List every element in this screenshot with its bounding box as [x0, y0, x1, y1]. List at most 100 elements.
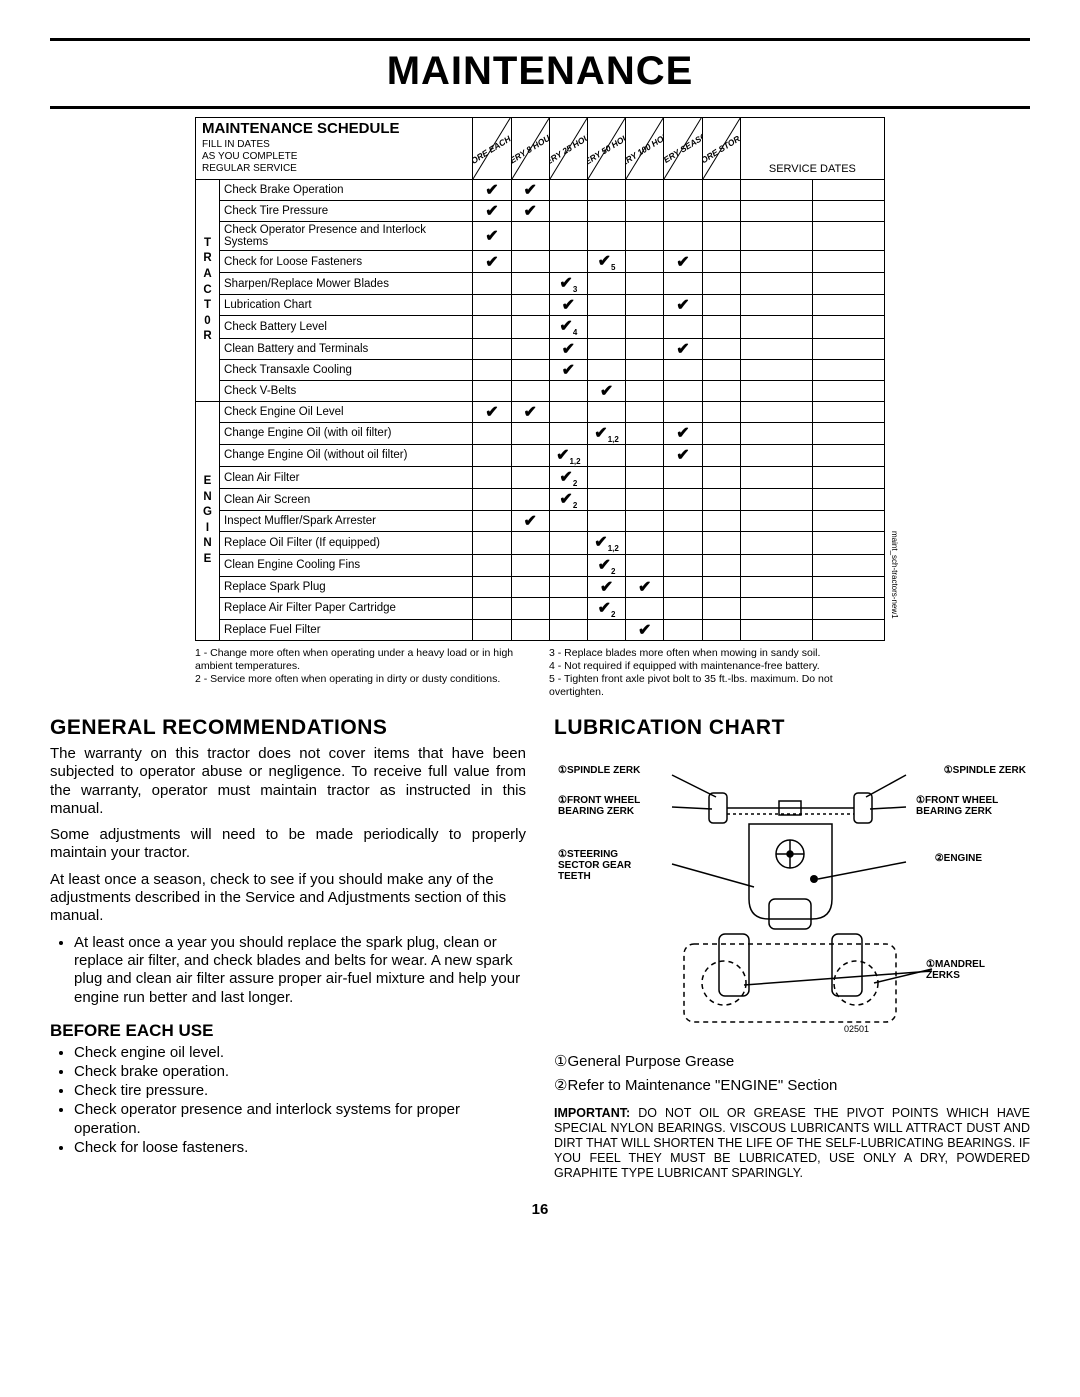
check-cell: ✔: [511, 401, 549, 422]
check-cell: [549, 222, 587, 251]
check-cell: ✔3: [549, 273, 587, 295]
task-cell: Check Transaxle Cooling: [220, 359, 473, 380]
service-date-cell: [812, 380, 884, 401]
col-8h: EVERY 8 HOURS: [511, 118, 549, 180]
service-date-cell: [740, 532, 812, 554]
check-cell: [702, 489, 740, 511]
check-cell: [473, 489, 511, 511]
check-cell: [664, 576, 702, 597]
label-spindle-right: ①SPINDLE ZERK: [944, 765, 1026, 776]
schedule-table: MAINTENANCE SCHEDULE FILL IN DATES AS YO…: [195, 117, 885, 641]
check-cell: [511, 295, 549, 316]
check-cell: [473, 380, 511, 401]
adjustments-paragraph: Some adjustments will need to be made pe…: [50, 826, 526, 863]
check-cell: [664, 401, 702, 422]
service-date-cell: [812, 401, 884, 422]
check-cell: [473, 444, 511, 466]
check-cell: [702, 597, 740, 619]
check-cell: [702, 554, 740, 576]
col-50h: EVERY 50 HOURS: [587, 118, 625, 180]
task-cell: Check Engine Oil Level: [220, 401, 473, 422]
service-date-cell: [740, 619, 812, 640]
check-cell: [702, 201, 740, 222]
page-title: MAINTENANCE: [50, 49, 1030, 94]
check-cell: [473, 295, 511, 316]
schedule-row: Check Tire Pressure✔✔: [196, 201, 885, 222]
schedule-row: Clean Engine Cooling Fins✔2: [196, 554, 885, 576]
lubrication-heading: LUBRICATION CHART: [554, 715, 1030, 741]
service-date-cell: [812, 576, 884, 597]
check-cell: [473, 554, 511, 576]
check-cell: [511, 422, 549, 444]
service-date-cell: [740, 422, 812, 444]
check-cell: [626, 401, 664, 422]
service-date-cell: [812, 338, 884, 359]
check-cell: [549, 576, 587, 597]
service-date-cell: [740, 316, 812, 338]
check-cell: ✔: [511, 511, 549, 532]
check-cell: ✔: [587, 576, 625, 597]
check-cell: [587, 273, 625, 295]
check-cell: ✔2: [587, 597, 625, 619]
maintenance-schedule: MAINTENANCE SCHEDULE FILL IN DATES AS YO…: [195, 117, 885, 641]
check-cell: [587, 180, 625, 201]
check-cell: [549, 180, 587, 201]
check-cell: [549, 401, 587, 422]
check-cell: [587, 359, 625, 380]
check-cell: [473, 422, 511, 444]
col-storage: BEFORE STORAGE: [702, 118, 740, 180]
check-cell: ✔: [473, 401, 511, 422]
check-cell: [511, 576, 549, 597]
check-cell: [587, 401, 625, 422]
check-cell: [702, 295, 740, 316]
check-cell: ✔: [664, 251, 702, 273]
check-cell: [664, 180, 702, 201]
check-cell: [511, 597, 549, 619]
service-date-cell: [812, 273, 884, 295]
service-date-cell: [812, 554, 884, 576]
check-cell: [626, 511, 664, 532]
service-date-cell: [812, 619, 884, 640]
check-cell: ✔: [511, 201, 549, 222]
check-cell: ✔: [473, 251, 511, 273]
check-cell: [473, 316, 511, 338]
check-cell: [473, 511, 511, 532]
schedule-title: MAINTENANCE SCHEDULE: [202, 120, 466, 137]
task-cell: Sharpen/Replace Mower Blades: [220, 273, 473, 295]
check-cell: ✔: [626, 619, 664, 640]
task-cell: Lubrication Chart: [220, 295, 473, 316]
schedule-row: Replace Air Filter Paper Cartridge✔2: [196, 597, 885, 619]
check-cell: [664, 316, 702, 338]
check-cell: [664, 532, 702, 554]
top-rule: [50, 38, 1030, 41]
col-before-use: BEFORE EACH USE: [473, 118, 511, 180]
service-date-cell: [740, 180, 812, 201]
check-cell: ✔: [664, 444, 702, 466]
check-cell: ✔4: [549, 316, 587, 338]
check-cell: [626, 316, 664, 338]
col-25h: EVERY 25 HOURS: [549, 118, 587, 180]
before-use-item: Check for loose fasteners.: [74, 1139, 526, 1157]
label-fwb-right: ①FRONT WHEEL BEARING ZERK: [916, 795, 1026, 817]
check-cell: [549, 511, 587, 532]
check-cell: [473, 576, 511, 597]
service-date-cell: [740, 466, 812, 488]
check-cell: [664, 511, 702, 532]
general-recs-heading: GENERAL RECOMMENDATIONS: [50, 715, 526, 741]
check-cell: [626, 597, 664, 619]
check-cell: ✔: [549, 338, 587, 359]
check-cell: [702, 359, 740, 380]
check-cell: ✔: [511, 180, 549, 201]
check-cell: ✔: [664, 422, 702, 444]
check-cell: [473, 619, 511, 640]
check-cell: [664, 273, 702, 295]
service-date-cell: [812, 295, 884, 316]
check-cell: [587, 295, 625, 316]
schedule-header: MAINTENANCE SCHEDULE FILL IN DATES AS YO…: [196, 118, 473, 180]
check-cell: [587, 222, 625, 251]
check-cell: [626, 444, 664, 466]
task-cell: Replace Spark Plug: [220, 576, 473, 597]
check-cell: ✔2: [587, 554, 625, 576]
check-cell: [664, 619, 702, 640]
check-cell: ✔: [664, 338, 702, 359]
